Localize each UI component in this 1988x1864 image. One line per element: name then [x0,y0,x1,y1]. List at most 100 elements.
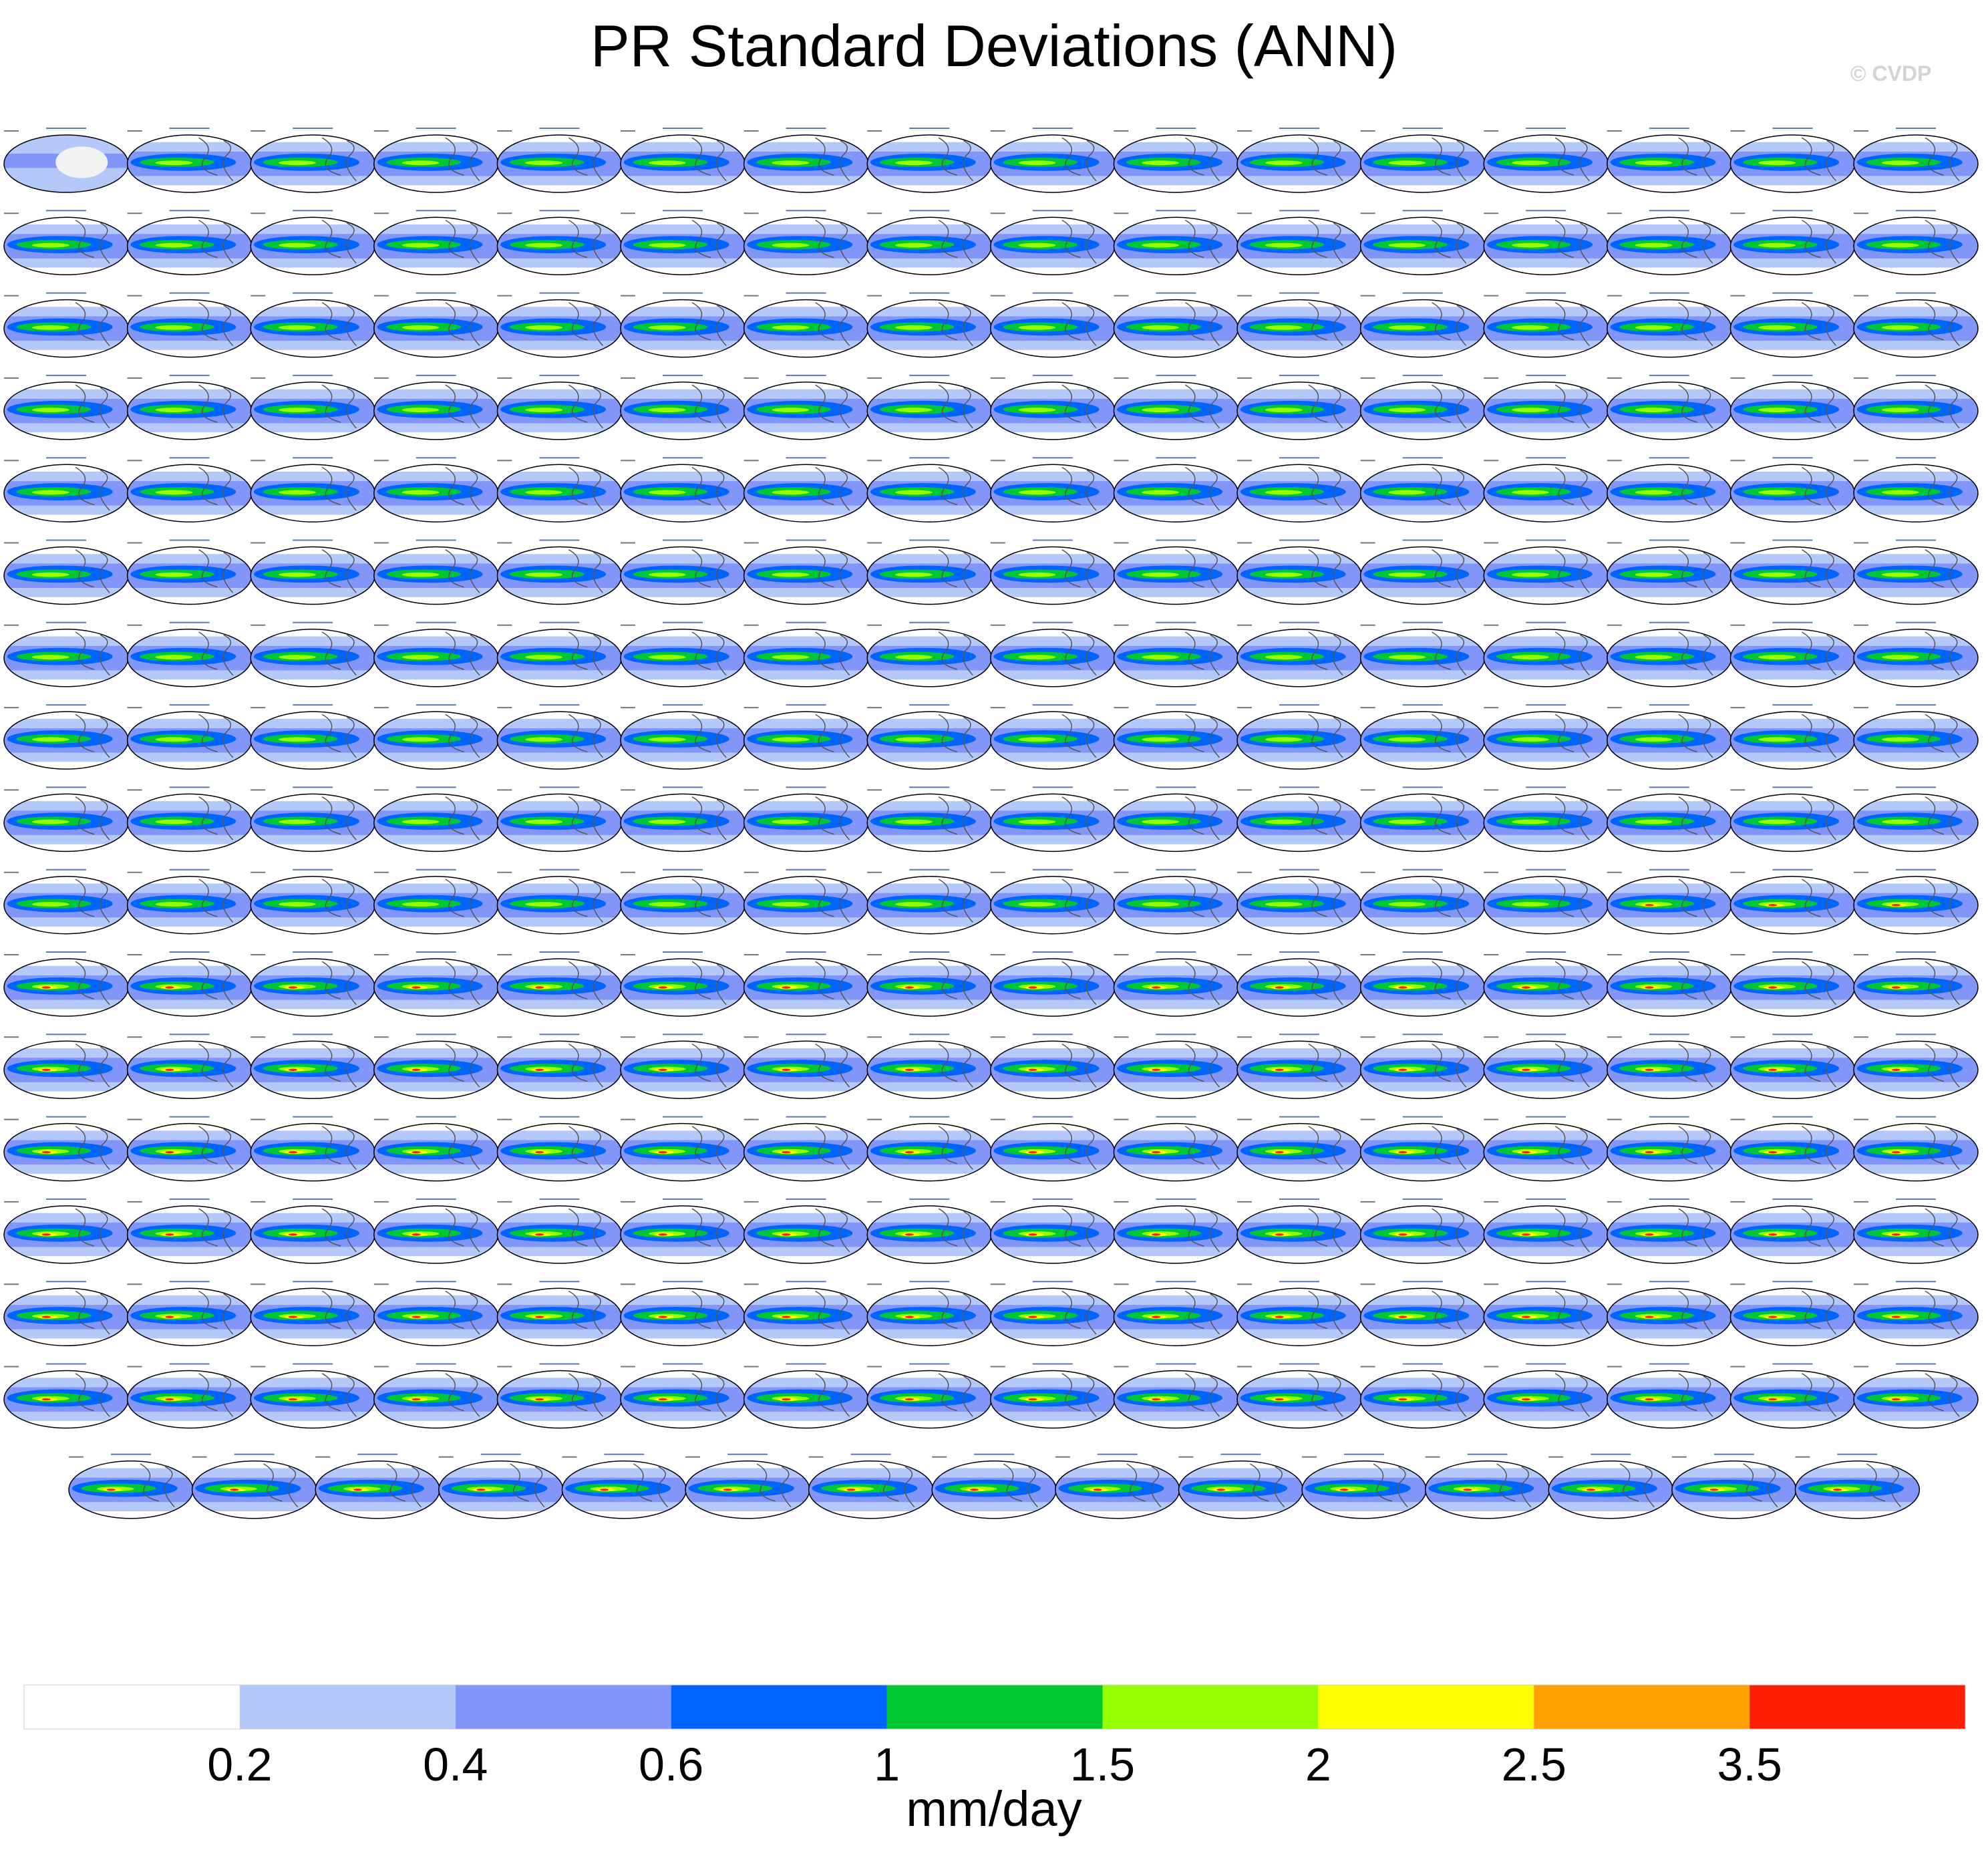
band-peak [1265,160,1303,166]
coastline [1801,137,1821,176]
band-peak [401,160,440,166]
band-peak [1265,243,1303,248]
band-peak [401,572,440,577]
map-panel [1853,951,1979,1017]
map-panel [3,1281,129,1346]
band-peak [1142,325,1180,330]
coastline [593,881,604,923]
coastline [1432,549,1451,588]
coastline [1554,302,1575,341]
band-peak [31,655,69,659]
band-peak [1388,737,1426,742]
map-panel [1236,210,1362,276]
band-peak [1881,737,1919,742]
band-extreme [476,1489,486,1491]
map-panel [1359,1034,1486,1100]
map-panel [620,1198,746,1264]
map-panel [1607,869,1732,935]
map-panel [866,1116,992,1182]
coastline [445,714,464,753]
coastline [938,631,958,670]
map-panel [126,539,253,605]
map-panel [1236,128,1362,193]
copyright-label: © CVDP [1850,61,1932,86]
band-extreme [288,1150,297,1154]
map-panel [1483,539,1609,605]
coastline [75,549,95,588]
map-panel [990,786,1116,852]
coastline [1332,634,1343,676]
map-border [1853,381,1979,440]
coastline [1432,879,1451,917]
coastline [1184,219,1204,259]
coastline [839,717,850,758]
map-panel [1359,786,1486,852]
map-panel [1729,869,1856,935]
map-panel [1607,621,1732,687]
coastline [1925,219,1945,259]
map-border [1853,216,1979,276]
coastline [1456,717,1467,758]
coastline [469,634,480,676]
band-peak [1388,243,1426,248]
coastline [938,219,958,259]
coastline [1925,549,1945,588]
band-peak [772,737,810,742]
coastline [715,799,727,840]
band-peak [1635,655,1673,659]
map-panel [250,621,375,687]
coastline [1925,796,1945,835]
coastline [1184,714,1204,753]
map-panel [1483,786,1609,852]
coastline [1308,219,1328,259]
map-panel [1113,210,1239,276]
map-panel [1483,210,1609,276]
coastline [815,631,834,670]
map-panel [1729,1116,1856,1182]
band-peak [1758,243,1796,248]
band-peak [525,243,563,248]
map-panel [620,786,746,852]
coastline [815,796,834,835]
map-panel [1729,210,1856,276]
map-panel [126,374,253,440]
band-extreme [535,1233,544,1236]
map-panel [866,457,992,522]
band-peak [525,408,563,413]
coastline [1061,796,1081,835]
band-extreme [1891,1315,1900,1318]
map-panel [1359,621,1486,687]
map-panel [126,1363,253,1429]
map-panel [990,374,1116,440]
band-extreme [535,1398,544,1401]
map-panel [3,786,129,852]
map-panel [743,1363,869,1429]
band-peak [1265,325,1303,330]
map-panel [620,951,746,1017]
map-panel [496,374,623,440]
coastline [1826,552,1837,593]
map-panel [1483,869,1609,935]
coastline [198,879,218,917]
map-panel [1729,786,1856,852]
band-extreme [1152,986,1161,989]
coastline [1925,714,1945,753]
band-extreme [1768,1315,1778,1318]
map-panel [126,292,253,358]
map-panel [1729,1281,1856,1346]
coastline [445,796,464,835]
coastline [1702,140,1713,182]
coastline [1579,305,1590,346]
coastline [691,631,711,670]
map-panel [743,786,869,852]
map-panel [126,786,253,852]
map-panel [250,951,375,1017]
coastline [321,302,341,341]
coastline [1456,305,1467,346]
band-peak [772,655,810,659]
band-peak [1512,408,1549,413]
map-panel [1729,1034,1856,1100]
band-extreme [1521,1398,1530,1401]
band-peak [1142,490,1180,495]
band-extreme [288,986,297,989]
